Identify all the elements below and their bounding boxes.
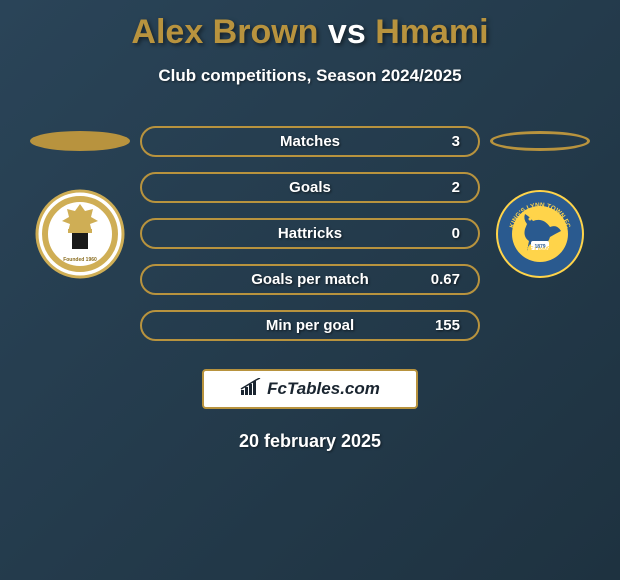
player2-name: Hmami xyxy=(375,13,488,51)
chart-icon xyxy=(240,378,262,401)
stat-row-goals: Goals 2 xyxy=(140,172,480,203)
stat-value: 3 xyxy=(452,133,460,150)
comparison-card: Alex Brown vs Hmami Club competitions, S… xyxy=(0,0,620,580)
content-row: Founded 1960 Matches 3 Goals 2 Hattricks… xyxy=(0,126,620,341)
subtitle: Club competitions, Season 2024/2025 xyxy=(0,66,620,86)
stat-label: Hattricks xyxy=(160,225,460,242)
stat-row-hattricks: Hattricks 0 xyxy=(140,218,480,249)
right-ellipse-icon xyxy=(490,131,590,151)
player1-name: Alex Brown xyxy=(131,13,318,51)
stat-row-min-per-goal: Min per goal 155 xyxy=(140,310,480,341)
date-text: 20 february 2025 xyxy=(0,431,620,452)
left-column: Founded 1960 xyxy=(25,126,135,279)
stat-value: 2 xyxy=(452,179,460,196)
stat-label: Goals xyxy=(160,179,460,196)
right-club-badge-icon: 1879 KING'S LYNN TOWN FC THE LINNETS xyxy=(495,189,585,279)
left-club-badge-icon: Founded 1960 xyxy=(35,189,125,279)
stat-value: 155 xyxy=(435,317,460,334)
stat-label: Min per goal xyxy=(160,317,460,334)
stat-label: Goals per match xyxy=(160,271,460,288)
stat-row-goals-per-match: Goals per match 0.67 xyxy=(140,264,480,295)
brand-logo[interactable]: FcTables.com xyxy=(202,369,418,409)
vs-text: vs xyxy=(328,13,366,51)
svg-text:Founded 1960: Founded 1960 xyxy=(63,257,97,263)
stat-label: Matches xyxy=(160,133,460,150)
stat-value: 0 xyxy=(452,225,460,242)
brand-text: FcTables.com xyxy=(267,379,380,399)
left-ellipse-icon xyxy=(30,131,130,151)
right-column: 1879 KING'S LYNN TOWN FC THE LINNETS xyxy=(485,126,595,279)
stats-column: Matches 3 Goals 2 Hattricks 0 Goals per … xyxy=(135,126,485,341)
stat-row-matches: Matches 3 xyxy=(140,126,480,157)
stat-value: 0.67 xyxy=(431,271,460,288)
page-title: Alex Brown vs Hmami xyxy=(0,13,620,52)
